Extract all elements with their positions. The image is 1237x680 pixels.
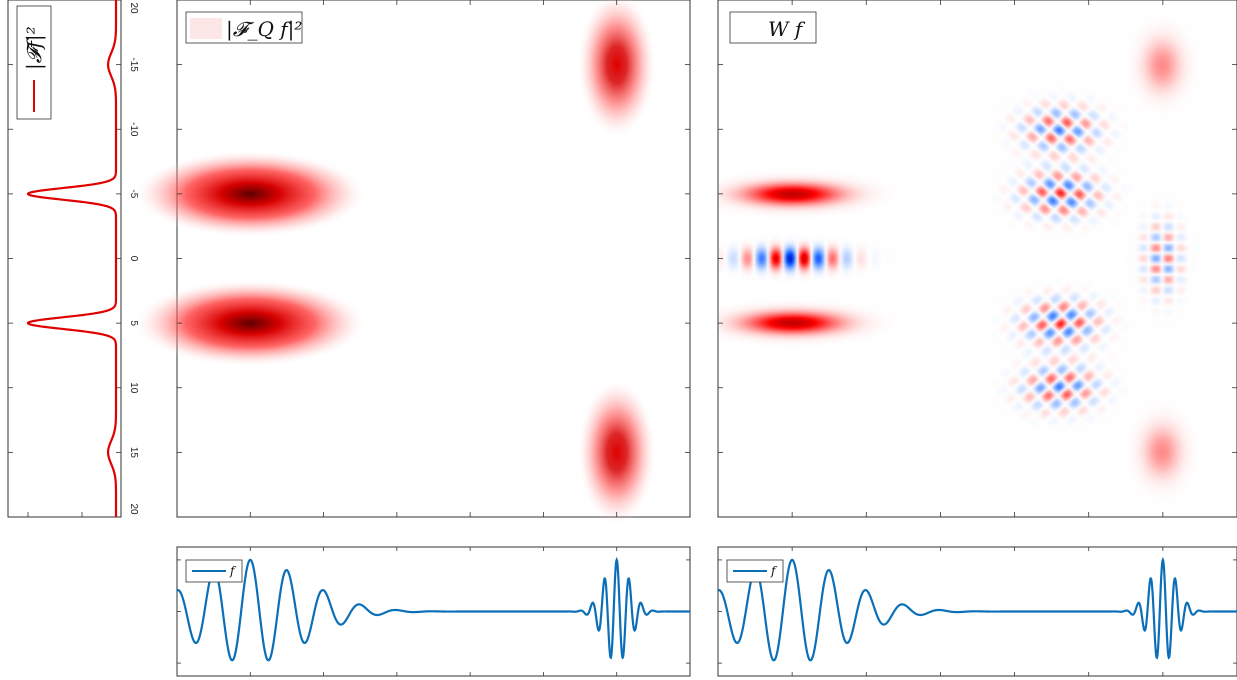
wigner-panel: W f bbox=[717, 0, 1237, 518]
wigner-ticks bbox=[718, 0, 1237, 517]
signal-right-ticks bbox=[718, 547, 1237, 676]
fq-blob bbox=[576, 378, 657, 527]
fq-blob bbox=[576, 0, 657, 139]
wigner-layer bbox=[719, 1, 1236, 516]
spectrum-panel: 20-15-10-505101520 |𝓕f|² bbox=[7, 0, 139, 518]
spectrum-tick-label: -10 bbox=[128, 122, 139, 137]
wigner-legend: W f bbox=[729, 11, 817, 44]
fq-legend-label: |𝓕_Q f|² bbox=[226, 17, 302, 42]
signal-left-panel: f bbox=[176, 546, 691, 677]
signal-right-legend-label: f bbox=[770, 564, 778, 578]
fq-blob-layer bbox=[133, 0, 657, 527]
signal-right-line bbox=[718, 556, 1237, 662]
signal-left-line bbox=[177, 556, 690, 662]
wigner-image bbox=[719, 1, 1236, 516]
spectrum-tick-label: 15 bbox=[128, 447, 139, 459]
spectrum-tick-label: 10 bbox=[128, 382, 139, 394]
signal-left-legend-label: f bbox=[229, 564, 237, 578]
spectrum-legend-label: |𝓕f|² bbox=[22, 26, 47, 70]
spectrum-legend: |𝓕f|² bbox=[16, 5, 52, 120]
wigner-legend-box bbox=[729, 11, 817, 44]
fq-blob bbox=[133, 150, 368, 238]
signal-left-legend: f bbox=[185, 559, 243, 583]
spectrum-tick-label: 20 bbox=[128, 503, 139, 515]
signal-right-panel: f bbox=[717, 546, 1237, 677]
spectrum-tick-label: 20 bbox=[128, 2, 139, 14]
fq-legend-swatch bbox=[190, 18, 222, 39]
fq-ticks bbox=[177, 0, 690, 517]
wigner-legend-label: W f bbox=[768, 17, 806, 41]
signal-left-ticks bbox=[177, 547, 690, 676]
signal-right-legend: f bbox=[726, 559, 784, 583]
spectrum-legend-box bbox=[16, 5, 52, 120]
spectrum-tick-label: -15 bbox=[128, 57, 139, 72]
fq-blob bbox=[133, 279, 368, 367]
spectrum-tick-label: 0 bbox=[128, 256, 139, 262]
fq-panel: |𝓕_Q f|² bbox=[133, 0, 691, 527]
fq-legend: |𝓕_Q f|² bbox=[185, 11, 302, 44]
spectrum-line bbox=[27, 0, 118, 517]
